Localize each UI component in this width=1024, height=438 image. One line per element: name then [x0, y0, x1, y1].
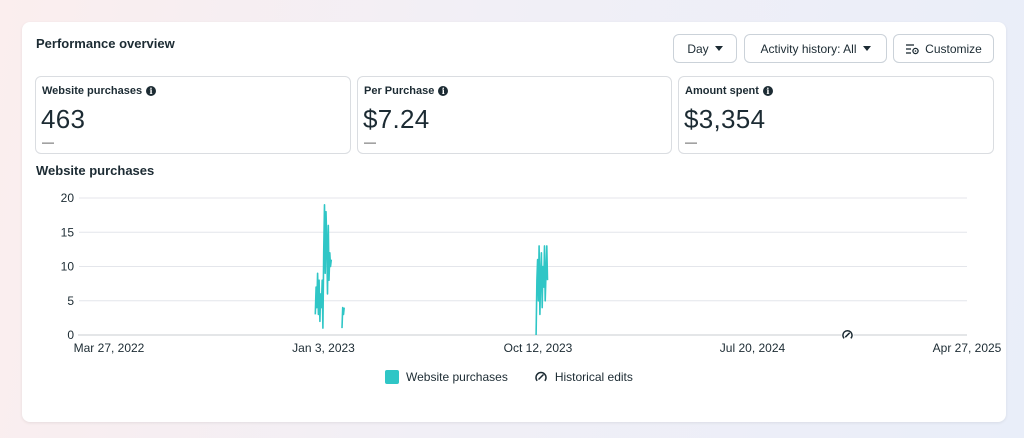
x-tick-label: Apr 27, 2025	[933, 341, 1002, 355]
chart-legend: Website purchases Historical edits	[385, 370, 633, 384]
metric-value: 463	[41, 104, 86, 134]
caret-down-icon	[862, 46, 871, 51]
customize-icon	[906, 43, 919, 54]
y-tick-label: 5	[67, 294, 74, 308]
info-icon[interactable]: i	[146, 86, 157, 96]
historical-edit-marker[interactable]	[841, 329, 854, 341]
metric-label: Per Purchase	[364, 85, 435, 97]
metric-delta: —	[685, 135, 697, 149]
performance-overview-card: Performance overview Day Activity histor…	[22, 22, 1006, 422]
x-tick-label: Jul 20, 2024	[720, 341, 786, 355]
metric-label: Amount spent	[685, 85, 759, 97]
y-tick-label: 15	[61, 225, 75, 239]
info-icon[interactable]: i	[762, 86, 773, 96]
legend-item-historical-edits[interactable]: Historical edits	[534, 370, 633, 384]
y-tick-label: 0	[67, 328, 74, 342]
series-line-segment	[341, 306, 345, 329]
activity-history-dropdown[interactable]: Activity history: All	[744, 34, 887, 63]
x-tick-label: Oct 12, 2023	[504, 341, 573, 355]
metric-card-per-purchase[interactable]: Per Purchase i $7.24 —	[357, 76, 672, 154]
metric-label-row: Per Purchase i	[364, 85, 449, 97]
y-tick-label: 10	[61, 260, 75, 274]
customize-label: Customize	[925, 41, 982, 56]
metric-value: $3,354	[684, 104, 766, 134]
historical-edits-icon	[535, 371, 547, 382]
metric-delta: —	[364, 135, 376, 149]
metric-label: Website purchases	[42, 85, 143, 97]
series-line-segment	[314, 204, 333, 329]
series-line-segment	[535, 245, 549, 336]
customize-button[interactable]: Customize	[893, 34, 994, 63]
series-swatch	[385, 370, 399, 384]
page-title: Performance overview	[36, 36, 175, 51]
legend-label: Historical edits	[554, 370, 633, 384]
legend-item-website-purchases[interactable]: Website purchases	[385, 370, 508, 384]
chart-title: Website purchases	[36, 163, 155, 178]
metric-label-row: Website purchases i	[42, 85, 157, 97]
day-dropdown[interactable]: Day	[673, 34, 737, 63]
website-purchases-chart[interactable]: 0 5 10 15 20 Mar 27, 2022 Jan 3, 2023 Oct 12, 2…	[22, 22, 1006, 362]
activity-history-label: Activity history: All	[760, 41, 857, 56]
metric-card-amount-spent[interactable]: Amount spent i $3,354 —	[678, 76, 994, 154]
metric-delta: —	[42, 135, 54, 149]
metric-value: $7.24	[363, 104, 430, 134]
info-icon[interactable]: i	[438, 86, 449, 96]
x-tick-label: Mar 27, 2022	[74, 341, 145, 355]
metric-card-website-purchases[interactable]: Website purchases i 463 —	[35, 76, 351, 154]
y-tick-label: 20	[61, 191, 75, 205]
caret-down-icon	[714, 46, 723, 51]
legend-label: Website purchases	[406, 370, 508, 384]
metric-label-row: Amount spent i	[685, 85, 773, 97]
x-tick-label: Jan 3, 2023	[292, 341, 355, 355]
day-dropdown-label: Day	[687, 41, 709, 56]
